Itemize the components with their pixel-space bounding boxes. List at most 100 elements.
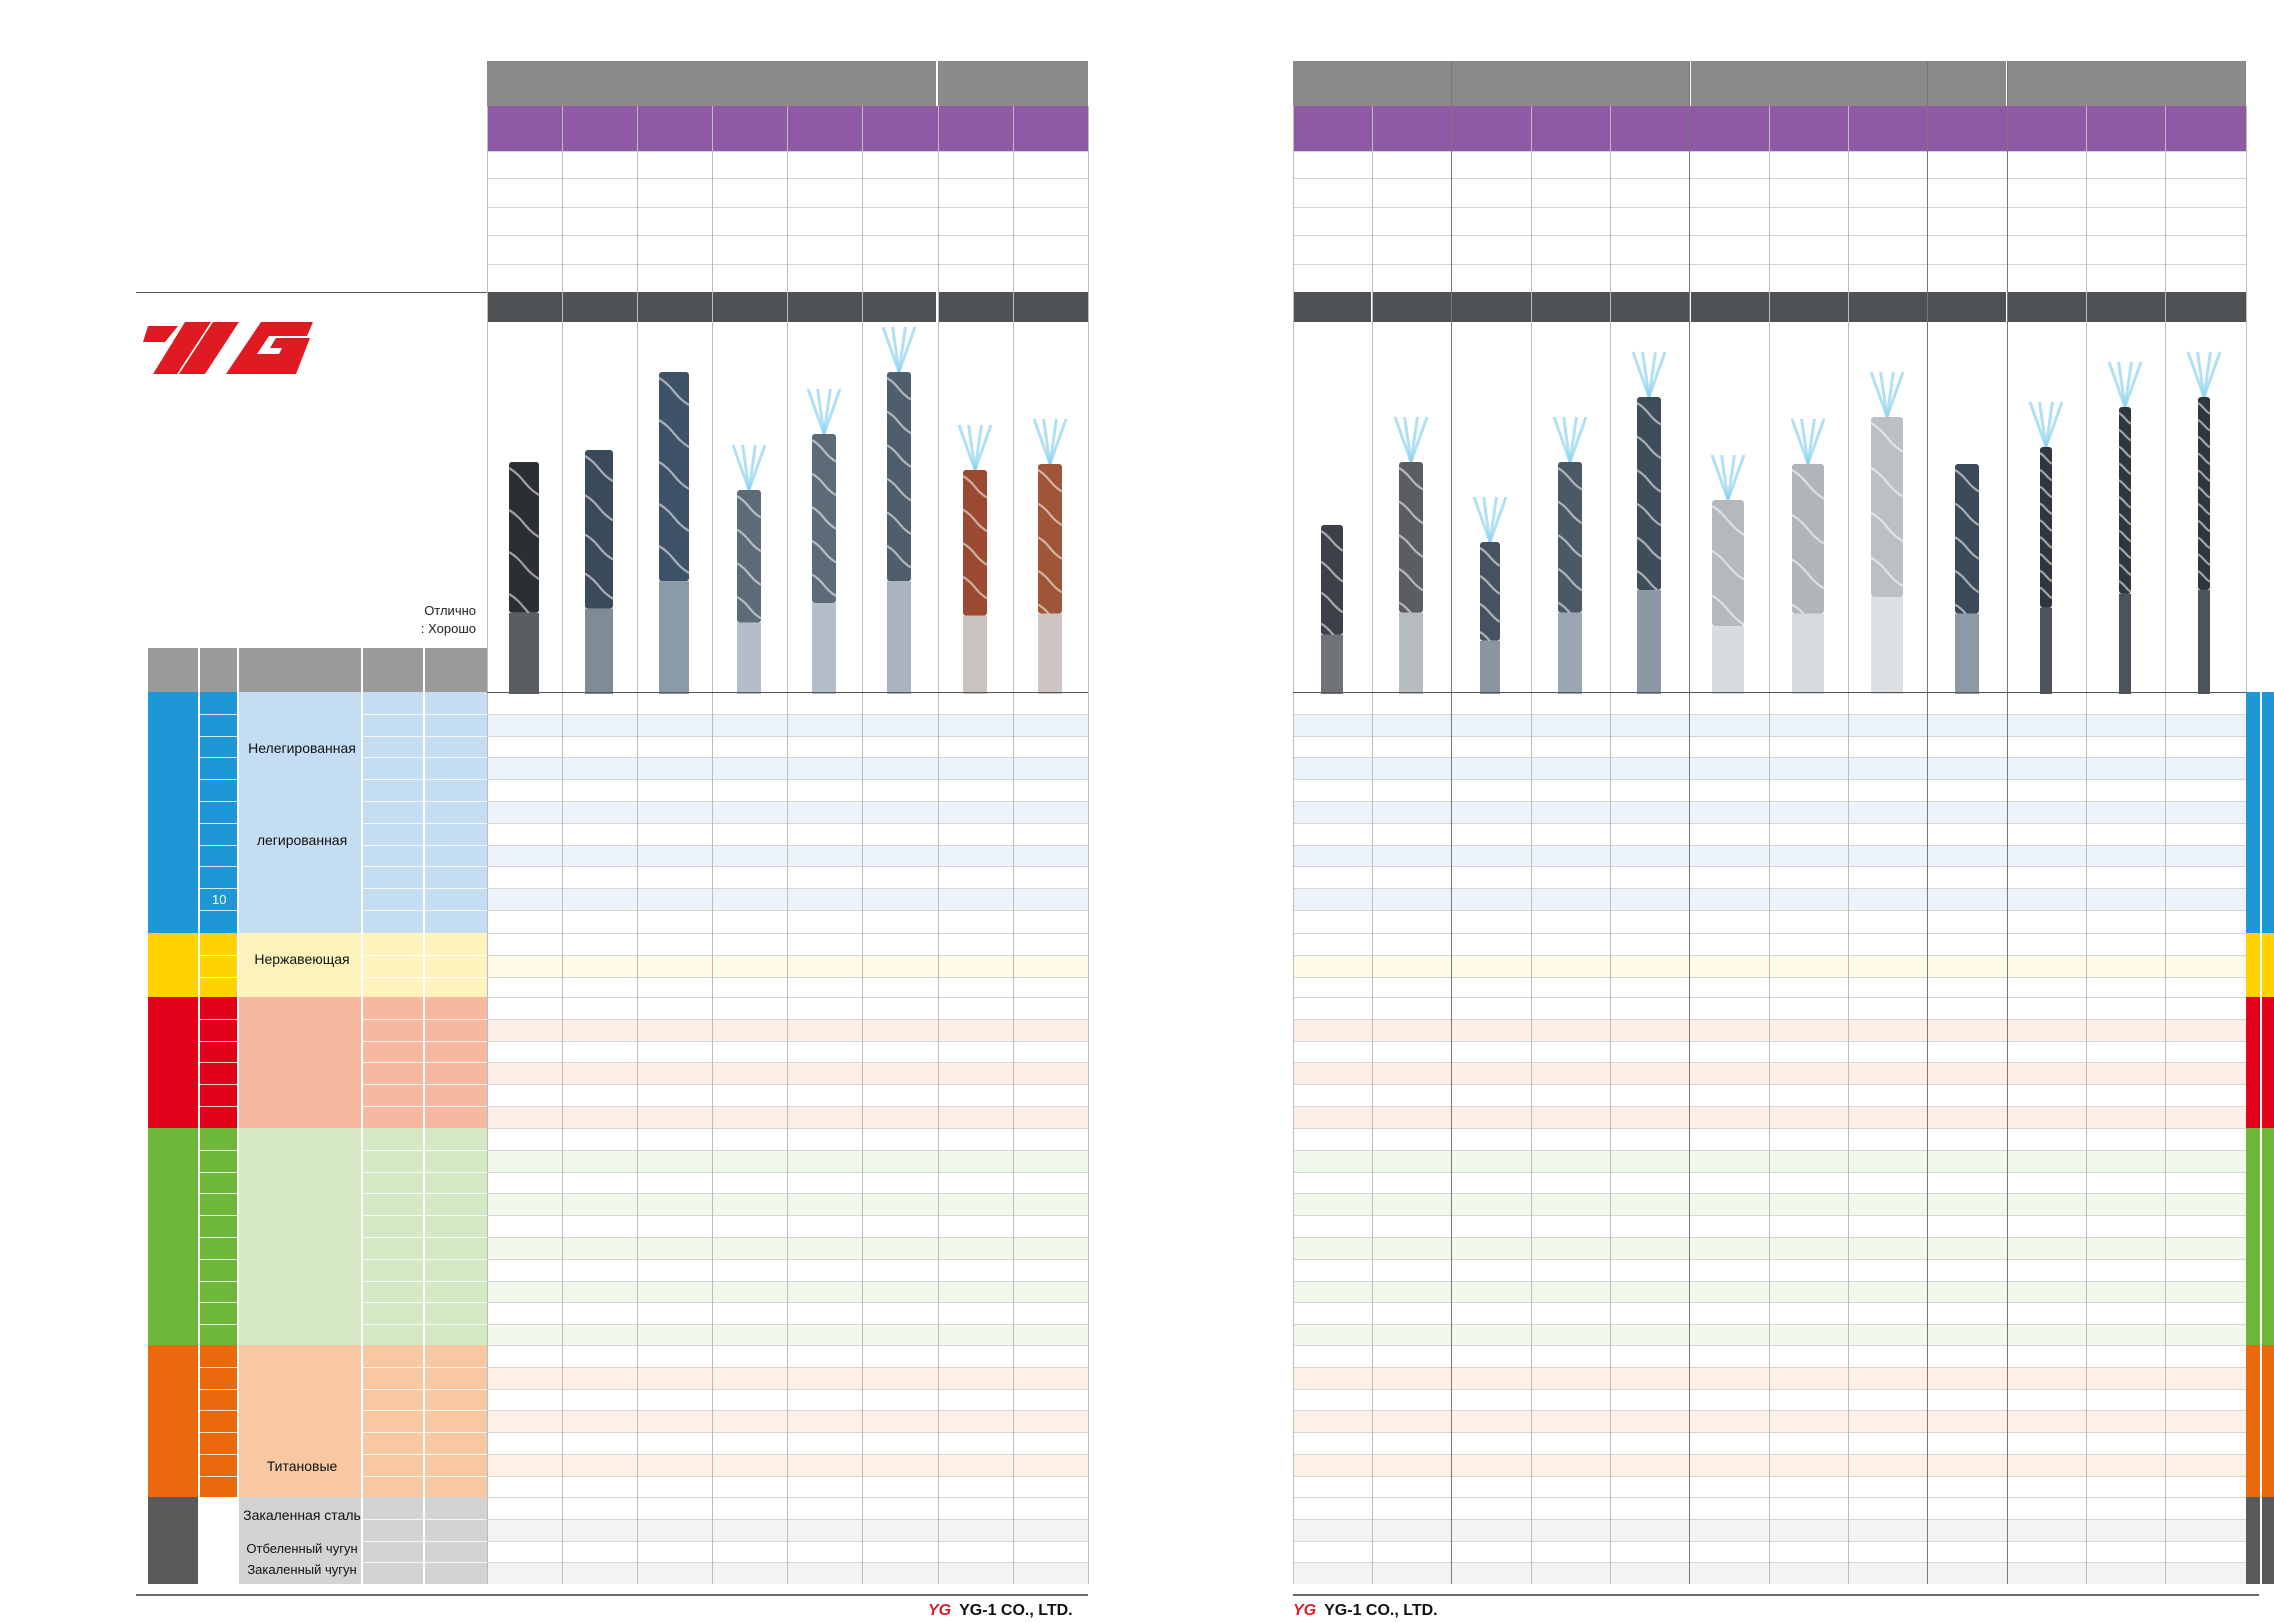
group-divider bbox=[1927, 61, 1928, 1584]
row-divider bbox=[363, 736, 487, 737]
material-side-tab-edge bbox=[2262, 1128, 2274, 1345]
row-divider bbox=[200, 1019, 237, 1020]
product-group-header bbox=[2007, 61, 2246, 106]
material-side-tab bbox=[2246, 997, 2260, 1128]
product-group-header bbox=[1293, 61, 1451, 106]
drill-image bbox=[1393, 416, 1429, 694]
drill-image bbox=[1032, 418, 1068, 694]
row-divider bbox=[363, 1041, 487, 1042]
row-divider bbox=[363, 757, 487, 758]
material-side-tab bbox=[2246, 1128, 2260, 1345]
footer-company-name: YG-1 CO., LTD. bbox=[959, 1602, 1073, 1619]
material-side-tab-edge bbox=[2262, 1497, 2274, 1584]
material-number-column bbox=[200, 692, 237, 933]
drill-images bbox=[508, 326, 1068, 694]
material-group-color bbox=[148, 1497, 198, 1584]
column-divider bbox=[712, 106, 713, 1584]
product-group-header bbox=[487, 61, 936, 106]
row-divider bbox=[363, 779, 487, 780]
material-chilled-cast-iron: Отбеленный чугун bbox=[246, 1541, 358, 1556]
column-divider bbox=[1088, 106, 1089, 1584]
row-divider bbox=[363, 1150, 487, 1151]
material-side-tab bbox=[2246, 692, 2260, 933]
table-header-cell bbox=[239, 648, 361, 692]
material-side-tab-edge bbox=[2262, 933, 2274, 997]
row-divider bbox=[363, 1172, 487, 1173]
right-page: YG YG-1 CO., LTD. bbox=[1280, 0, 2274, 1623]
column-divider bbox=[1372, 106, 1373, 1584]
row-divider bbox=[200, 845, 237, 846]
row-divider bbox=[363, 1432, 487, 1433]
drill-image bbox=[2107, 361, 2143, 694]
material-number-column bbox=[200, 1345, 237, 1497]
column-divider bbox=[1293, 106, 1294, 1584]
row-divider bbox=[200, 801, 237, 802]
row-divider bbox=[200, 1215, 237, 1216]
material-group-color bbox=[148, 933, 198, 997]
row-divider bbox=[363, 1302, 487, 1303]
row-divider bbox=[363, 866, 487, 867]
row-divider bbox=[200, 977, 237, 978]
material-side-tab-edge bbox=[2262, 692, 2274, 933]
row-divider bbox=[200, 1259, 237, 1260]
row-divider bbox=[200, 1150, 237, 1151]
drill-image bbox=[1552, 416, 1588, 694]
row-divider bbox=[363, 1215, 487, 1216]
product-group-header bbox=[938, 61, 1088, 106]
group-divider bbox=[2007, 61, 2008, 1584]
drill-image bbox=[1954, 464, 1980, 694]
footer-line bbox=[1293, 1594, 2259, 1596]
group-divider bbox=[1689, 61, 1690, 1584]
material-strength-cell bbox=[425, 1345, 487, 1497]
material-name-cell bbox=[239, 933, 361, 997]
material-side-tab bbox=[2246, 1345, 2260, 1497]
material-side-tab-edge bbox=[2262, 997, 2274, 1128]
row-divider bbox=[363, 977, 487, 978]
column-divider bbox=[487, 106, 488, 1584]
material-strength-cell bbox=[425, 1497, 487, 1584]
row-divider bbox=[200, 1432, 237, 1433]
material-stainless: Нержавеющая bbox=[254, 951, 350, 967]
column-divider bbox=[862, 106, 863, 1584]
row-divider bbox=[200, 910, 237, 911]
product-group-header bbox=[1928, 61, 2006, 106]
drill-image bbox=[508, 462, 540, 694]
row-divider bbox=[200, 955, 237, 956]
row-divider bbox=[363, 1562, 487, 1563]
column-divider bbox=[1531, 106, 1532, 1584]
drill-image bbox=[1710, 454, 1746, 694]
column-divider bbox=[2086, 106, 2087, 1584]
material-titanium: Титановые bbox=[266, 1458, 338, 1474]
row-divider bbox=[363, 1519, 487, 1520]
row-divider bbox=[363, 1389, 487, 1390]
row-divider bbox=[200, 1476, 237, 1477]
material-hardened-cast-iron: Закаленный чугун bbox=[247, 1562, 357, 1577]
footer-logo-mark: YG bbox=[1293, 1602, 1317, 1619]
row-divider bbox=[363, 1476, 487, 1477]
row-divider bbox=[200, 1367, 237, 1368]
material-hardened-steel: Закаленная сталь bbox=[243, 1507, 361, 1523]
product-group-header bbox=[1452, 61, 1690, 106]
product-type-band bbox=[487, 292, 936, 322]
material-number-column bbox=[200, 1497, 237, 1584]
material-strength-cell bbox=[425, 692, 487, 933]
row-divider bbox=[200, 779, 237, 780]
row-divider bbox=[200, 888, 237, 889]
product-type-band bbox=[1293, 292, 1371, 322]
row-divider bbox=[363, 1062, 487, 1063]
row-divider bbox=[363, 1281, 487, 1282]
table-header-cell bbox=[425, 648, 487, 692]
column-divider bbox=[1848, 106, 1849, 1584]
product-type-band bbox=[1452, 292, 1690, 322]
row-divider bbox=[363, 1541, 487, 1542]
row-divider bbox=[200, 757, 237, 758]
row-divider bbox=[200, 823, 237, 824]
row-divider bbox=[363, 801, 487, 802]
material-strength-cell bbox=[425, 933, 487, 997]
product-type-band bbox=[1928, 292, 2006, 322]
drill-image bbox=[731, 444, 767, 694]
row-divider bbox=[363, 1454, 487, 1455]
drill-image bbox=[1472, 496, 1508, 694]
drill-image bbox=[881, 326, 917, 694]
row-divider bbox=[363, 845, 487, 846]
